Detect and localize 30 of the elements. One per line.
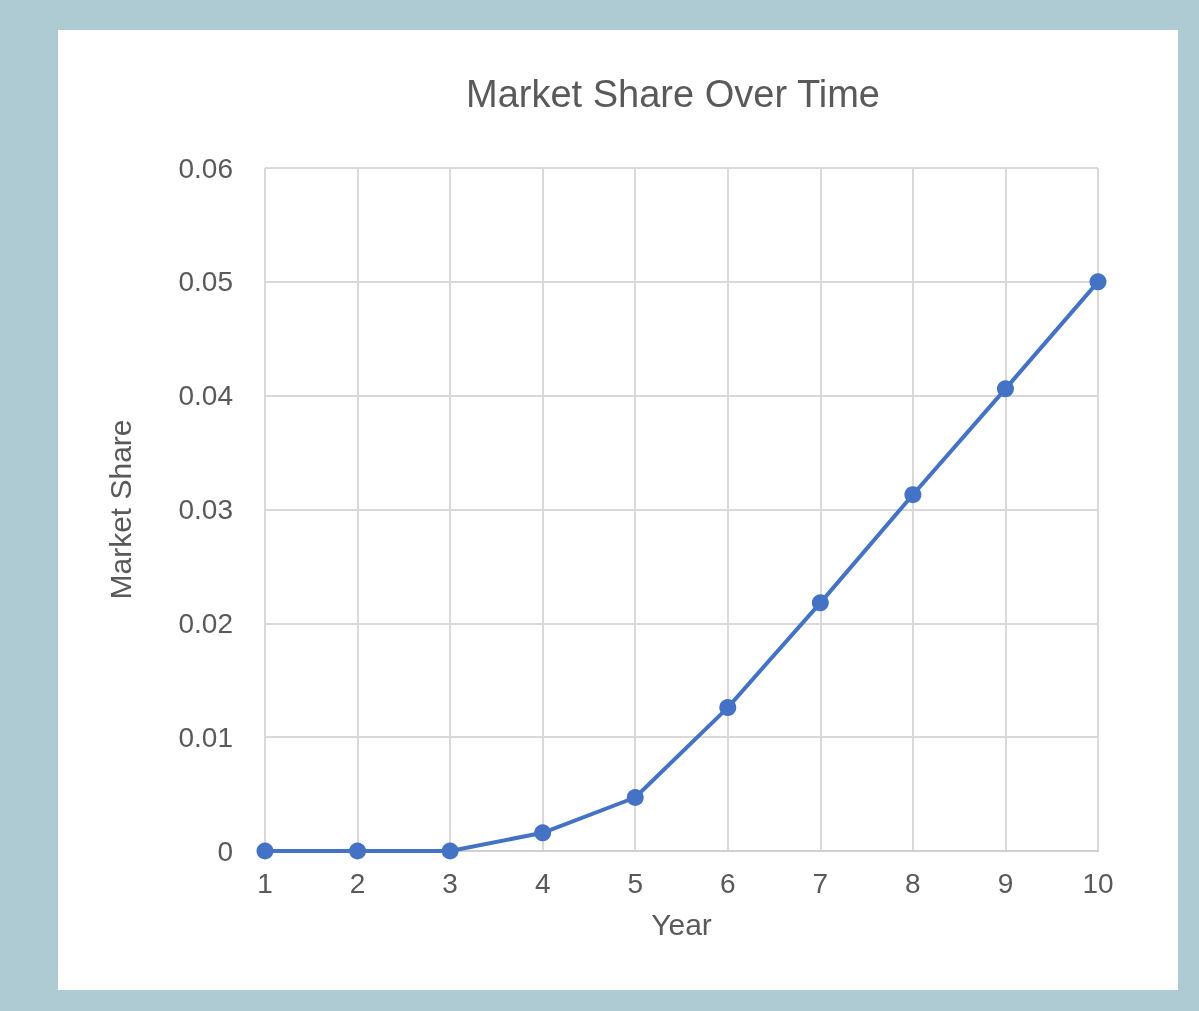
point [534,824,552,842]
x-axis-title: Year [651,907,712,941]
point [441,842,459,860]
point [719,699,737,717]
y-tick-label: 0.01 [178,721,233,753]
chart-title: Market Share Over Time [466,73,880,115]
x-tick-label: 6 [719,867,736,899]
y-tick-label: 0.02 [178,607,233,639]
y-tick-label: 0 [217,835,233,867]
y-tick-label: 0.04 [178,380,233,412]
x-tick-label: 2 [349,867,366,899]
y-tick-label: 0.03 [178,494,233,525]
x-tick-label: 1 [257,867,273,899]
x-tick-label: 7 [812,867,829,899]
x-tick-label: 4 [534,867,551,899]
point [349,842,367,860]
y-tick-label: 0.06 [178,152,233,184]
x-tick-label: 9 [997,867,1014,899]
x-tick-label: 3 [442,867,458,899]
point [256,842,274,860]
point [626,789,644,806]
x-tick-label: 10 [1082,867,1114,899]
x-tick-label: 5 [627,867,644,899]
point [1089,273,1107,291]
point [811,594,829,612]
y-axis-title: Market Share [103,419,137,600]
point [904,486,922,504]
point [996,380,1014,398]
y-tick-label: 0.05 [178,266,233,298]
x-tick-label: 8 [905,867,921,899]
